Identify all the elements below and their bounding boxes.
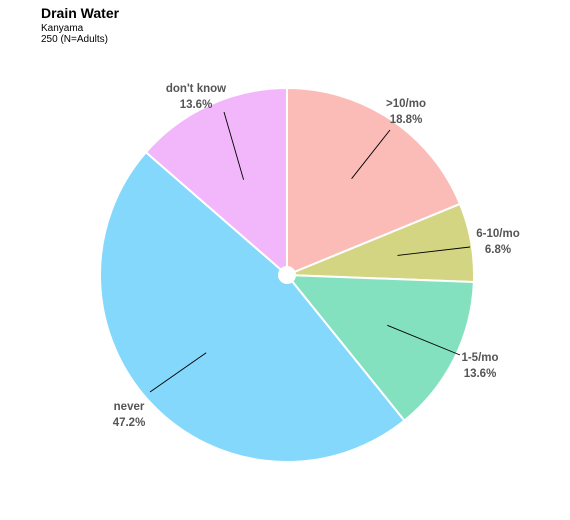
chart-title: Drain Water: [41, 5, 120, 21]
leader-line-1: [397, 246, 471, 256]
leader-line-4: [223, 111, 245, 180]
slice-percent-4: 13.6%: [180, 99, 213, 111]
slice-label-1: 6-10/mo: [476, 228, 519, 240]
slice-label-3: never: [114, 401, 145, 413]
slice-percent-1: 6.8%: [485, 244, 511, 256]
pie-slice-3: [99, 150, 406, 463]
chart-subtitle-location: Kanyama: [41, 23, 84, 34]
slice-percent-0: 18.8%: [390, 114, 423, 126]
leader-line-0: [351, 129, 391, 179]
leader-line-2: [387, 324, 461, 356]
slice-percent-2: 13.6%: [464, 368, 497, 380]
slice-label-0: >10/mo: [386, 98, 426, 110]
pie-slice-2: [284, 273, 475, 422]
pie-slice-4: [144, 86, 288, 278]
slice-label-2: 1-5/mo: [461, 352, 498, 364]
leader-line-3: [149, 352, 207, 393]
slice-label-4: don't know: [166, 83, 226, 95]
pie-center-hub: [278, 266, 296, 284]
chart-subtitle-sample: 250 (N=Adults): [41, 34, 108, 45]
pie-slice-0: [286, 86, 462, 277]
slice-percent-3: 47.2%: [113, 417, 146, 429]
